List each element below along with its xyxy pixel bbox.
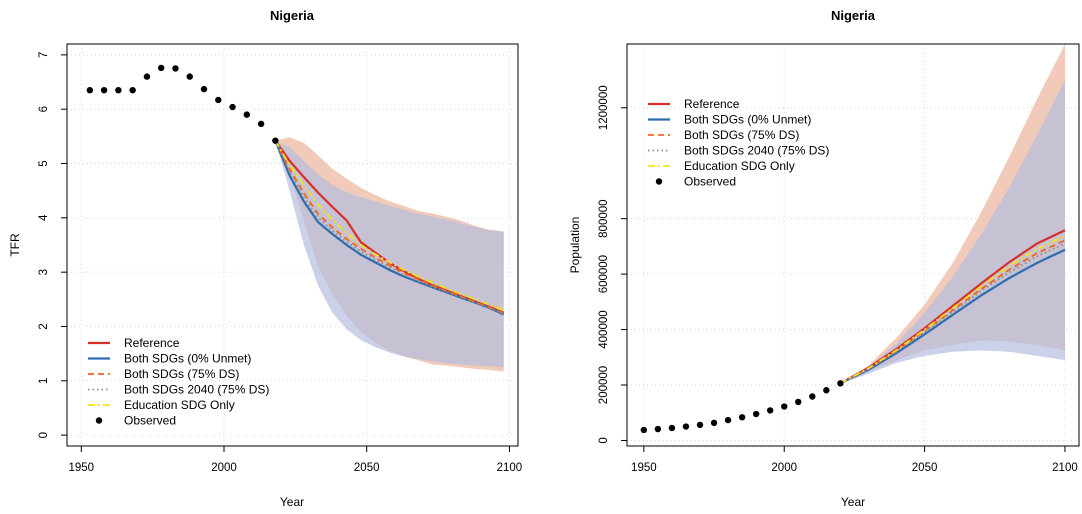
observed-point — [100, 86, 108, 94]
line-education-sdg-only — [839, 235, 1066, 385]
legend-label-both-sdgs-75-ds: Both SDGs (75% DS) — [684, 128, 799, 142]
observed-point — [724, 416, 732, 424]
legend-label-education-sdg-only: Education SDG Only — [684, 159, 795, 173]
y-tick-label: 1200000 — [598, 85, 610, 130]
population-x-axis-label: Year — [841, 495, 865, 509]
legend-label-reference: Reference — [684, 97, 740, 111]
line-both-sdgs-0-unmet — [274, 140, 505, 316]
tfr-series-lines — [274, 140, 505, 316]
tfr-chart-title: Nigeria — [270, 8, 315, 23]
observed-point — [837, 380, 844, 387]
observed-point — [229, 103, 236, 111]
line-education-sdg-only — [274, 140, 505, 312]
legend-label-both-sdgs-2040-75-ds: Both SDGs 2040 (75% DS) — [124, 383, 269, 397]
observed-point — [115, 86, 122, 94]
tfr-uncertainty-bands — [275, 137, 504, 372]
x-tick-label: 2000 — [211, 462, 237, 474]
y-tick-label: 200000 — [598, 366, 610, 404]
legend-swatch-observed — [655, 178, 663, 185]
y-tick-label: 7 — [38, 52, 50, 58]
y-tick-label: 0 — [38, 432, 50, 438]
tfr-y-axis: 0 1 2 3 4 5 6 7 — [38, 52, 68, 438]
observed-point — [186, 73, 193, 80]
observed-point — [129, 86, 136, 94]
legend-label-reference: Reference — [124, 336, 180, 350]
legend-label-both-sdgs-75-ds: Both SDGs (75% DS) — [124, 367, 239, 381]
observed-point — [795, 398, 802, 406]
tfr-x-axis-label: Year — [280, 495, 304, 509]
band-both-sdgs-0-unmet — [840, 80, 1065, 384]
observed-point — [752, 410, 760, 418]
observed-point — [143, 73, 151, 80]
line-both-sdgs-75-ds — [274, 140, 505, 315]
observed-point — [823, 387, 830, 394]
y-tick-label: 5 — [38, 160, 50, 166]
population-y-axis: 0 200000 400000 600000 800000 1200000 — [598, 85, 628, 444]
observed-point — [640, 426, 648, 434]
observed-point — [172, 65, 179, 72]
y-tick-label: 6 — [38, 106, 50, 112]
observed-point — [668, 424, 676, 432]
observed-point — [654, 425, 662, 433]
observed-point — [157, 64, 165, 72]
population-uncertainty-bands — [840, 44, 1065, 384]
line-reference — [839, 229, 1066, 385]
tfr-legend: Reference Both SDGs (0% Unmet)Both SDGs (… — [88, 336, 269, 428]
population-chart-title: Nigeria — [831, 8, 876, 23]
y-tick-label: 3 — [38, 269, 50, 275]
legend-label-education-sdg-only: Education SDG Only — [124, 398, 235, 412]
observed-point — [200, 85, 208, 93]
band-both-sdgs-0-unmet — [275, 140, 504, 368]
population-panel: Nigeria 1950 2000 2050 2100 0 200000 400000 60… — [568, 8, 1080, 509]
tfr-x-axis: 1950 2000 2050 2100 — [68, 445, 523, 474]
x-tick-label: 2050 — [354, 462, 380, 474]
x-tick-label: 1950 — [68, 462, 94, 474]
legend-label-both-sdgs-0-unmet: Both SDGs (0% Unmet) — [124, 352, 251, 366]
y-tick-label: 0 — [598, 437, 610, 443]
population-observed-points — [640, 380, 844, 434]
observed-point — [682, 423, 690, 430]
observed-point — [696, 421, 704, 429]
x-tick-label: 2050 — [912, 462, 938, 474]
observed-point — [710, 419, 718, 427]
population-x-axis: 1950 2000 2050 2100 — [631, 445, 1078, 474]
y-tick-label: 600000 — [598, 255, 610, 293]
tfr-y-axis-label: TFR — [8, 233, 22, 257]
y-tick-label: 2 — [38, 323, 50, 329]
legend-label-observed: Observed — [124, 414, 176, 428]
observed-point — [809, 393, 816, 400]
observed-point — [781, 403, 788, 410]
population-series-lines — [839, 229, 1066, 385]
legend-label-both-sdgs-0-unmet: Both SDGs (0% Unmet) — [684, 113, 811, 127]
observed-point — [766, 407, 774, 414]
legend-swatch-observed — [95, 417, 103, 424]
tfr-panel: Nigeria 1950 2000 2050 2100 0 1 2 3 4 5 6 7 Year T… — [8, 8, 522, 509]
x-tick-label: 2100 — [497, 462, 523, 474]
observed-point — [215, 96, 222, 104]
x-tick-label: 1950 — [631, 462, 657, 474]
observed-point — [257, 120, 265, 128]
population-legend: Reference Both SDGs (0% Unmet)Both SDGs (… — [648, 97, 829, 189]
y-tick-label: 800000 — [598, 199, 610, 237]
population-y-axis-label: Population — [568, 217, 582, 274]
x-tick-label: 2000 — [771, 462, 797, 474]
observed-point — [243, 111, 251, 118]
observed-point — [272, 137, 279, 144]
x-tick-label: 2100 — [1052, 462, 1078, 474]
observed-point — [86, 86, 94, 94]
y-tick-label: 4 — [38, 214, 50, 221]
legend-label-observed: Observed — [684, 175, 736, 189]
line-both-sdgs-75-ds — [839, 239, 1066, 385]
y-tick-label: 1 — [38, 378, 50, 384]
observed-point — [738, 414, 746, 421]
legend-label-both-sdgs-2040-75-ds: Both SDGs 2040 (75% DS) — [684, 144, 829, 158]
y-tick-label: 400000 — [598, 310, 610, 348]
tfr-observed-points — [86, 64, 279, 144]
line-both-sdgs-2040-75-ds — [274, 140, 505, 315]
